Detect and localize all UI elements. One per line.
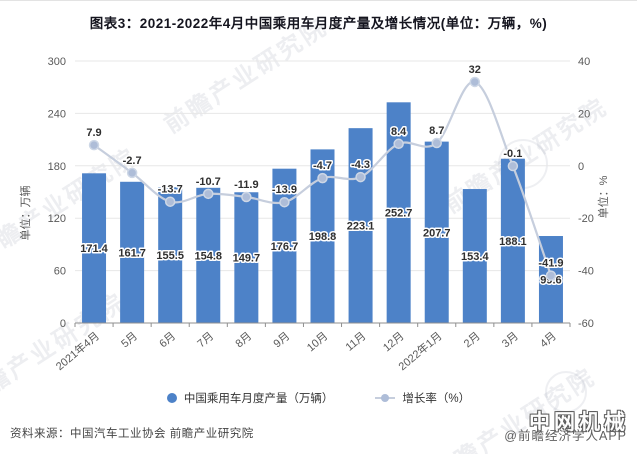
bar-series-marker-icon xyxy=(166,393,177,403)
x-tick-label: 8月 xyxy=(233,330,254,350)
x-tick-label: 10月 xyxy=(305,330,331,354)
line-value-label: -4.3 xyxy=(351,159,370,171)
line-point xyxy=(545,270,557,281)
x-tick-label: 9月 xyxy=(272,330,293,350)
x-tick-label: 2月 xyxy=(462,330,483,350)
y-tick-label-left: 120 xyxy=(48,213,66,225)
line-value-label: 32 xyxy=(469,64,481,76)
line-point xyxy=(88,139,100,151)
line-series-marker-icon xyxy=(375,393,396,403)
bar xyxy=(196,187,221,323)
bar-value-label: 188.1 xyxy=(499,236,527,248)
line-value-label: 8.7 xyxy=(429,125,444,137)
x-tick-label: 6月 xyxy=(157,330,178,350)
line-point xyxy=(164,196,176,207)
x-tick-label: 5月 xyxy=(119,330,140,350)
bar-value-label: 171.4 xyxy=(80,243,108,255)
line-marker-dot xyxy=(381,394,390,402)
y-tick-label-right: -40 xyxy=(578,266,594,278)
bar xyxy=(234,192,259,323)
x-tick-label: 4月 xyxy=(538,330,559,350)
bar-value-label: 161.7 xyxy=(118,247,146,259)
bar-value-label: 153.4 xyxy=(461,251,489,263)
bar-value-label: 223.1 xyxy=(347,221,375,233)
y-tick-label-right: -60 xyxy=(578,318,594,330)
bar xyxy=(348,128,373,323)
line-point xyxy=(317,172,328,184)
x-tick-label: 7月 xyxy=(195,330,216,350)
y-tick-label-left: 60 xyxy=(54,266,66,278)
y-tick-label-left: 180 xyxy=(48,161,66,173)
legend: 中国乘用车月度产量（万辆） 增长率（%） xyxy=(0,390,637,406)
left-axis-name: 单位：万辆 xyxy=(18,186,32,241)
chart-title: 图表3：2021-2022年4月中国乘用车月度产量及增长情况(单位：万辆，%) xyxy=(89,16,548,31)
x-tick-label: 12月 xyxy=(381,330,407,354)
line-value-label: -10.7 xyxy=(196,176,221,188)
legend-item-production: 中国乘用车月度产量（万辆） xyxy=(166,390,334,406)
bar-value-label: 252.7 xyxy=(385,208,413,220)
line-point xyxy=(241,191,252,203)
legend-label-growth: 增长率（%） xyxy=(402,393,471,405)
right-axis-name: 单位：% xyxy=(596,175,610,218)
line-point xyxy=(126,167,138,179)
app-watermark: @前瞻经济学人APP xyxy=(504,429,627,443)
line-point xyxy=(431,137,442,149)
y-tick-label-left: 0 xyxy=(60,318,66,330)
source-note: 资料来源：中国汽车工业协会 前瞻产业研究院 xyxy=(10,428,254,440)
y-tick-label-right: 0 xyxy=(578,161,584,173)
bar-value-label: 207.7 xyxy=(423,227,451,239)
legend-label-production: 中国乘用车月度产量（万辆） xyxy=(183,393,334,405)
line-value-label: -11.9 xyxy=(234,179,258,191)
line-point xyxy=(279,196,290,208)
line-value-label: -41.9 xyxy=(538,258,563,270)
line-value-label: -0.1 xyxy=(503,148,522,160)
bar xyxy=(158,187,183,323)
line-value-label: -13.7 xyxy=(158,184,183,196)
line-point xyxy=(507,160,519,172)
bar xyxy=(120,181,145,323)
line-point xyxy=(355,171,366,183)
line-point xyxy=(393,138,404,150)
bar xyxy=(272,168,297,323)
line-value-label: 8.4 xyxy=(391,126,407,138)
brand-watermark: 中网机械 xyxy=(529,411,629,434)
y-tick-label-right: 40 xyxy=(578,56,590,68)
y-tick-label-left: 240 xyxy=(48,108,66,120)
bar-value-label: 149.7 xyxy=(233,253,261,265)
y-tick-label-right: -20 xyxy=(578,213,594,225)
line-value-label: -4.7 xyxy=(313,160,332,172)
line-point xyxy=(203,188,214,200)
bar xyxy=(462,189,487,323)
line-value-label: 7.9 xyxy=(86,127,101,139)
bar-value-label: 155.5 xyxy=(156,250,184,262)
bar-value-label: 176.7 xyxy=(271,241,299,253)
bar-value-label: 154.8 xyxy=(195,250,223,262)
bar xyxy=(82,173,107,323)
y-tick-label-right: 20 xyxy=(578,108,590,120)
line-value-label: -13.9 xyxy=(272,184,297,196)
x-tick-label: 2021年4月 xyxy=(53,329,102,374)
line-value-label: -2.7 xyxy=(123,155,142,167)
legend-item-growth: 增长率（%） xyxy=(375,390,470,406)
x-tick-label: 11月 xyxy=(344,330,369,354)
y-tick-label-left: 300 xyxy=(48,56,66,68)
bar xyxy=(424,141,449,323)
line-point xyxy=(469,76,481,88)
bar-value-label: 198.8 xyxy=(309,231,337,243)
x-tick-label: 3月 xyxy=(500,330,521,350)
